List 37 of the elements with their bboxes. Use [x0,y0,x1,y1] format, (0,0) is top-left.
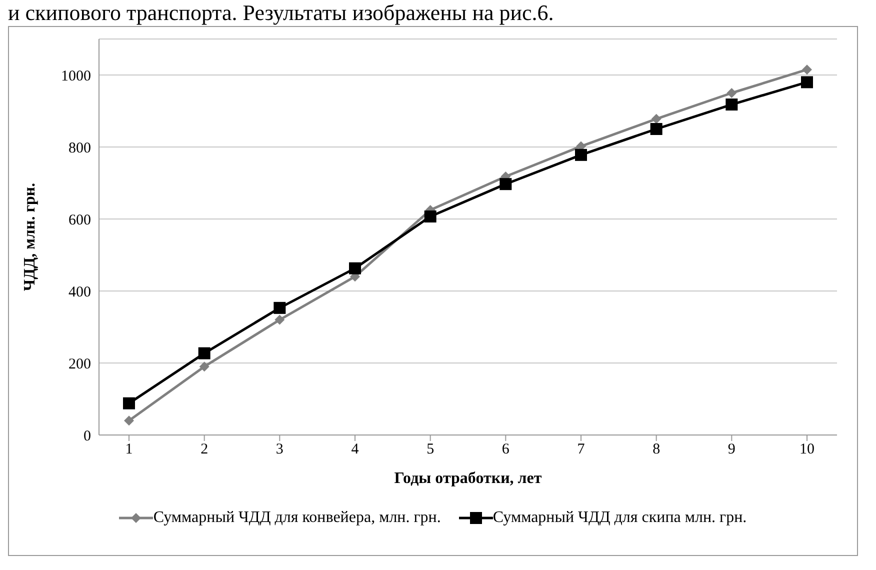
x-tick-label: 9 [728,442,736,458]
point [424,210,436,222]
point [199,362,210,372]
point [650,123,662,135]
point [198,347,210,360]
y-tick-label: 600 [68,212,91,228]
x-tick-label: 4 [351,442,360,458]
x-tick-label: 1 [125,442,133,458]
text: и скипового транспорта. Результаты изображены на рис.6. [8,0,555,25]
point [726,88,737,98]
point [123,397,135,410]
point [801,76,813,88]
y-tick-label: 1000 [61,68,91,84]
point [124,416,134,426]
legend-label: Суммарный ЧДД для скипа млн. грн. [492,509,747,527]
y-tick-label: 200 [68,356,91,372]
point [274,314,285,325]
point [651,114,662,124]
y-tick-label: 400 [68,284,91,300]
x-tick-label: 3 [276,442,284,458]
point [500,178,512,190]
x-tick-label: 10 [800,442,814,458]
legend-label: Суммарный ЧДД для конвейера, млн. грн. [152,509,441,527]
point [726,98,738,111]
point [274,302,286,314]
x-tick-label: 2 [200,442,208,458]
y-tick-label: 0 [84,428,91,444]
point [349,262,361,274]
x-tick-label: 7 [577,442,586,458]
x-axis-title: Годы отработки, лет [394,470,542,487]
x-tick-label: 5 [426,442,434,458]
x-tick-label: 8 [652,442,660,458]
x-tick-label: 6 [502,442,510,458]
y-axis-title: ЧДД, млн. грн. [22,182,39,292]
y-tick-label: 800 [68,140,91,156]
point [802,64,812,75]
point [575,148,587,161]
